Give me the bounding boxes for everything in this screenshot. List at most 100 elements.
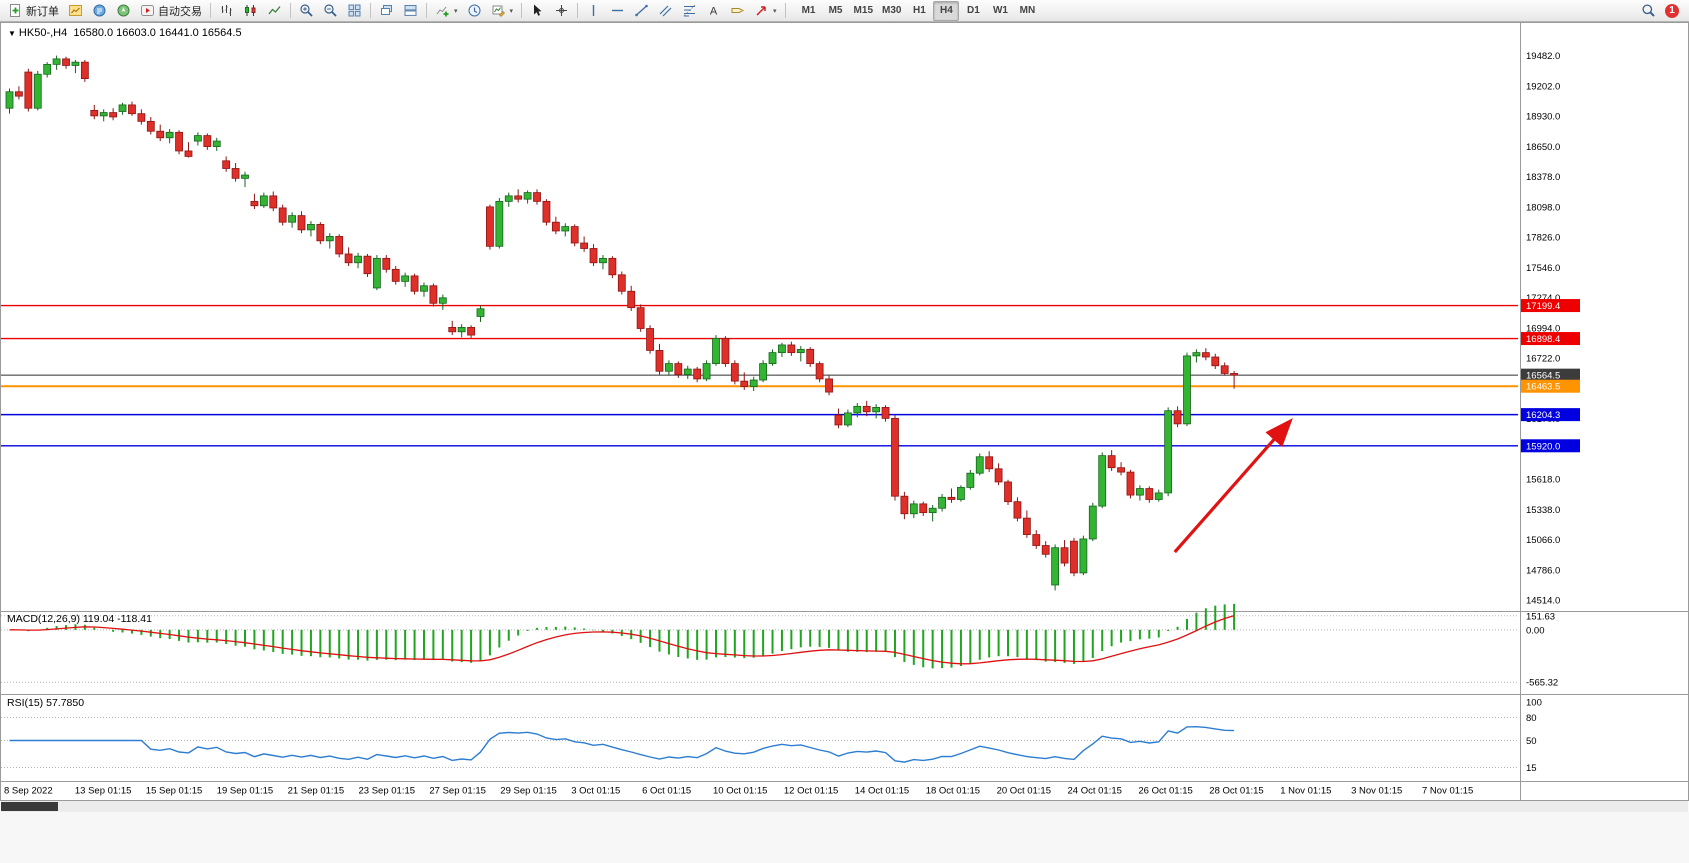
timeframe-button-h4[interactable]: H4 <box>933 0 960 21</box>
svg-text:16898.4: 16898.4 <box>1526 334 1560 345</box>
vertical-line-tool-button[interactable] <box>582 1 605 21</box>
trendline-tool-button[interactable] <box>630 1 653 21</box>
chart-scrollbar-track[interactable] <box>1 801 1688 812</box>
horizontal-line-icon <box>610 3 625 18</box>
svg-text:3 Nov 01:15: 3 Nov 01:15 <box>1351 786 1402 797</box>
svg-text:-565.32: -565.32 <box>1526 678 1558 689</box>
line-chart-icon <box>267 3 282 18</box>
crosshair-button[interactable] <box>550 1 573 21</box>
svg-text:15618.0: 15618.0 <box>1526 474 1560 485</box>
macd-histogram <box>17 603 1236 669</box>
bottom-area <box>0 812 1689 863</box>
price-scale[interactable]: 19482.0 19202.0 18930.0 18650.0 18378.0 18098… <box>1526 51 1560 607</box>
candles-layer[interactable] <box>5 55 1238 591</box>
time-axis[interactable]: 8 Sep 2022 13 Sep 01:15 15 Sep 01:15 19 Sep… <box>4 786 1473 797</box>
text-tool-button[interactable]: A <box>702 1 725 21</box>
fibonacci-tool-button[interactable] <box>678 1 701 21</box>
svg-text:19482.0: 19482.0 <box>1526 51 1560 62</box>
fibonacci-icon <box>682 3 697 18</box>
zoom-in-icon <box>299 3 314 18</box>
new-order-button[interactable]: 新订单 <box>4 1 63 21</box>
timeframe-button-h1[interactable]: H1 <box>913 5 926 16</box>
tile-windows-button[interactable] <box>343 1 366 21</box>
autotrading-label: 自动交易 <box>158 5 202 18</box>
crosshair-icon <box>554 3 569 18</box>
svg-text:19202.0: 19202.0 <box>1526 82 1560 93</box>
svg-text:13 Sep 01:15: 13 Sep 01:15 <box>75 786 132 797</box>
arrows-tool-button[interactable]: ▾ <box>750 1 781 21</box>
tile-horizontal-button[interactable] <box>399 1 422 21</box>
svg-text:16722.0: 16722.0 <box>1526 353 1560 364</box>
svg-text:A: A <box>710 6 718 18</box>
svg-text:17199.4: 17199.4 <box>1526 301 1560 312</box>
svg-text:50: 50 <box>1526 736 1537 747</box>
chevron-down-icon: ▾ <box>509 7 514 15</box>
chart-scrollbar-thumb[interactable] <box>1 802 58 811</box>
macd-indicator-label: MACD(12,26,9) 119.04 -118.41 <box>7 613 152 625</box>
timeframe-button-mn[interactable]: MN <box>1019 5 1036 16</box>
chart-ohlc-header: ▼ HK50-,H4 16580.0 16603.0 16441.0 16564.… <box>8 27 242 39</box>
trend-arrow-annotation[interactable] <box>1173 418 1293 554</box>
toolbar-right-tools: 1 <box>1637 1 1679 21</box>
svg-text:3 Oct 01:15: 3 Oct 01:15 <box>571 786 620 797</box>
horizontal-line-tool-button[interactable] <box>606 1 629 21</box>
svg-text:20 Oct 01:15: 20 Oct 01:15 <box>997 786 1051 797</box>
cascade-windows-button[interactable] <box>375 1 398 21</box>
toolbar-separator <box>577 3 579 18</box>
svg-text:7 Nov 01:15: 7 Nov 01:15 <box>1422 786 1473 797</box>
svg-text:15066.0: 15066.0 <box>1526 535 1560 546</box>
rsi-line <box>9 725 1235 763</box>
timeframe-button-d1[interactable]: D1 <box>967 5 980 16</box>
add-indicator-icon <box>435 3 450 18</box>
svg-text:15: 15 <box>1526 763 1537 774</box>
search-button[interactable] <box>1637 1 1660 21</box>
timeframe-button-m15[interactable]: M15 <box>853 5 873 16</box>
notification-badge[interactable]: 1 <box>1665 3 1679 18</box>
svg-text:16204.3: 16204.3 <box>1526 410 1560 421</box>
equidistant-channel-icon <box>658 3 673 18</box>
timeframe-button-m1[interactable]: M1 <box>801 5 816 16</box>
rsi-panel[interactable]: 100 80 50 15 <box>1 698 1542 774</box>
autotrading-button[interactable]: 自动交易 <box>136 1 206 21</box>
macd-signal-line <box>9 614 1235 665</box>
add-indicator-button[interactable]: ▾ <box>431 1 462 21</box>
templates-icon <box>491 3 506 18</box>
bar-chart-icon <box>219 3 234 18</box>
candlestick-chart-button[interactable] <box>239 1 262 21</box>
svg-text:18650.0: 18650.0 <box>1526 142 1560 153</box>
toolbar-separator <box>426 3 427 18</box>
channel-tool-button[interactable] <box>654 1 677 21</box>
macd-panel[interactable]: 151.63 0.00 -565.32 <box>1 603 1558 689</box>
svg-text:27 Sep 01:15: 27 Sep 01:15 <box>429 786 486 797</box>
zoom-in-button[interactable] <box>295 1 318 21</box>
svg-text:15 Sep 01:15: 15 Sep 01:15 <box>146 786 203 797</box>
zoom-out-button[interactable] <box>319 1 342 21</box>
market-watch-button[interactable] <box>64 1 87 21</box>
navigator-icon <box>116 3 131 18</box>
line-chart-button[interactable] <box>263 1 286 21</box>
periods-clock-icon <box>467 3 482 18</box>
timeframe-button-m5[interactable]: M5 <box>828 5 843 16</box>
periods-button[interactable] <box>463 1 486 21</box>
timeframe-button-w1[interactable]: W1 <box>992 5 1008 16</box>
bar-chart-button[interactable] <box>215 1 238 21</box>
arrows-icon <box>754 3 769 18</box>
toolbar-separator <box>784 3 786 18</box>
text-label-icon <box>730 3 745 18</box>
navigator-button[interactable] <box>112 1 135 21</box>
cursor-button[interactable] <box>526 1 549 21</box>
trendline-icon <box>634 3 649 18</box>
rsi-indicator-label: RSI(15) 57.7850 <box>7 697 85 709</box>
templates-button[interactable]: ▾ <box>487 1 518 21</box>
cursor-icon <box>530 3 545 18</box>
timeframe-toolbar: M1 M5 M15 M30 H1 H4 D1 W1 MN <box>796 0 1041 21</box>
toolbar-separator <box>521 3 523 18</box>
data-window-button[interactable] <box>88 1 111 21</box>
svg-text:17274.0: 17274.0 <box>1526 293 1560 304</box>
chart-collapse-icon[interactable]: ▼ <box>8 29 16 38</box>
timeframe-button-m30[interactable]: M30 <box>882 5 902 16</box>
svg-text:80: 80 <box>1526 713 1537 724</box>
text-label-tool-button[interactable] <box>726 1 749 21</box>
